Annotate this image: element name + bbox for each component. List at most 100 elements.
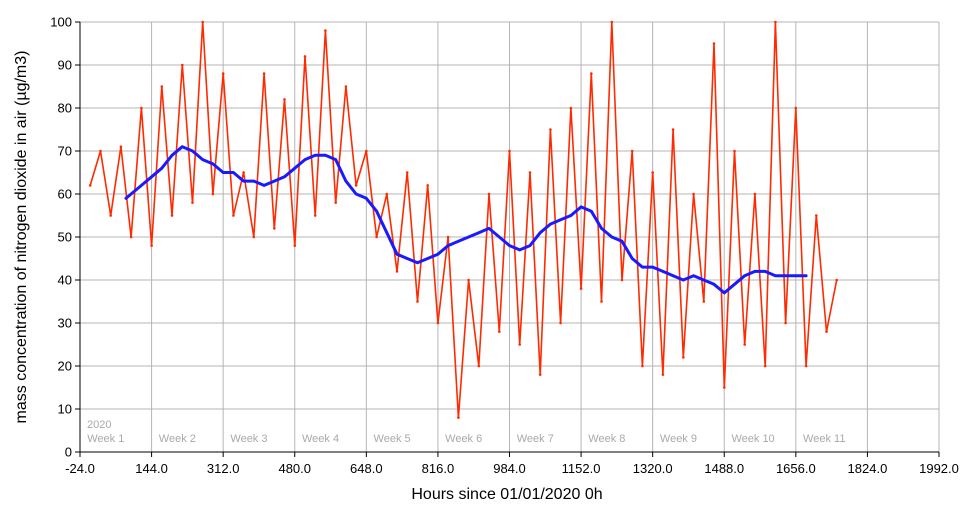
no2-hourly-point bbox=[569, 106, 573, 110]
no2-hourly-point bbox=[610, 20, 614, 24]
x-tick-label: 1992.0 bbox=[919, 461, 959, 476]
no2-hourly-point bbox=[590, 72, 593, 75]
no2-hourly-point bbox=[160, 85, 164, 88]
no2-moving-average-point bbox=[784, 274, 787, 278]
week-label: Week 4 bbox=[302, 433, 339, 445]
no2-hourly-point bbox=[457, 416, 460, 419]
no2-moving-average-point bbox=[528, 244, 532, 247]
week-labels: Week 1 Week 2 Week 3 Week 4 Week 5 Week 6 Week… bbox=[87, 433, 845, 445]
no2-hourly-point bbox=[242, 171, 245, 174]
no2-moving-average-point bbox=[763, 270, 767, 273]
no2-hourly-point bbox=[723, 386, 726, 389]
no2-hourly-point bbox=[682, 356, 685, 359]
x-tick-label: 816.0 bbox=[422, 461, 455, 476]
x-tick-label: 1488.0 bbox=[704, 461, 744, 476]
no2-hourly-point bbox=[620, 278, 624, 282]
no2-hourly-point bbox=[273, 227, 276, 230]
no2-moving-average-point bbox=[538, 231, 542, 234]
no2-moving-average-point bbox=[661, 270, 665, 273]
no2-hourly-point bbox=[140, 106, 143, 110]
no2-moving-average-point bbox=[324, 154, 327, 157]
x-tick-label: 648.0 bbox=[350, 461, 383, 476]
no2-moving-average-point bbox=[211, 162, 215, 166]
no2-moving-average-point bbox=[559, 218, 562, 222]
no2-hourly-point bbox=[528, 171, 532, 174]
year-label: 2020 bbox=[87, 419, 111, 431]
no2-hourly-point bbox=[784, 321, 787, 325]
y-tick-label: 80 bbox=[58, 101, 72, 116]
no2-hourly-point bbox=[835, 278, 838, 282]
no2-moving-average-point bbox=[283, 175, 286, 179]
no2-moving-average-point bbox=[221, 171, 225, 174]
x-tick-label: 1824.0 bbox=[848, 461, 888, 476]
no2-moving-average-point bbox=[313, 154, 317, 157]
no2-moving-average-point bbox=[630, 257, 634, 260]
no2-hourly-series-line bbox=[89, 21, 838, 419]
week-label: Week 6 bbox=[445, 433, 482, 445]
no2-moving-average-point bbox=[671, 274, 675, 278]
no2-hourly-point bbox=[692, 192, 695, 196]
week-label: Week 8 bbox=[588, 433, 625, 445]
y-tick-label: 90 bbox=[58, 58, 72, 73]
no2-hourly-point bbox=[559, 321, 562, 325]
no2-hourly-point bbox=[354, 184, 358, 187]
no2-moving-average-point bbox=[804, 274, 808, 278]
no2-hourly-point bbox=[641, 364, 644, 368]
no2-hourly-point bbox=[712, 42, 716, 45]
no2-moving-average-point bbox=[487, 227, 491, 230]
no2-hourly-point bbox=[508, 149, 511, 153]
y-tick-label: 20 bbox=[58, 359, 72, 374]
no2-moving-average-point bbox=[242, 179, 245, 183]
no2-hourly-point bbox=[661, 373, 665, 376]
no2-hourly-point bbox=[211, 192, 215, 196]
week-label: Week 1 bbox=[87, 433, 124, 445]
no2-hourly-point bbox=[487, 192, 491, 196]
no2-moving-average-point bbox=[426, 257, 430, 260]
no2-hourly-point bbox=[416, 300, 419, 303]
no2-hourly-point bbox=[129, 235, 133, 239]
no2-moving-average-point bbox=[334, 158, 338, 161]
no2-moving-average-point bbox=[702, 278, 706, 282]
no2-moving-average-point bbox=[232, 171, 235, 174]
no2-hourly-point bbox=[262, 72, 266, 75]
no2-hourly-point bbox=[671, 128, 675, 131]
no2-hourly-point bbox=[324, 29, 327, 32]
week-label: Week 11 bbox=[803, 433, 845, 445]
y-tick-label: 60 bbox=[58, 187, 72, 202]
no2-hourly-point bbox=[150, 244, 153, 247]
no2-hourly-point bbox=[825, 330, 828, 333]
y-tick-label: 0 bbox=[65, 445, 72, 460]
no2-moving-average-point bbox=[518, 248, 521, 252]
no2-hourly-point bbox=[385, 192, 389, 196]
no2-moving-average-point bbox=[354, 192, 358, 196]
no2-hourly-point bbox=[804, 364, 808, 368]
no2-moving-average-point bbox=[416, 261, 419, 265]
x-tick-label: 312.0 bbox=[207, 461, 240, 476]
no2-hourly-point bbox=[477, 364, 481, 368]
no2-moving-average-point bbox=[549, 222, 552, 226]
no2-hourly-point bbox=[498, 330, 501, 333]
no2-hourly-point bbox=[170, 214, 174, 217]
no2-moving-average-point bbox=[365, 197, 368, 200]
no2-moving-average-point bbox=[405, 257, 409, 260]
no2-hourly-point bbox=[303, 55, 307, 58]
no2-hourly-point bbox=[313, 214, 317, 217]
no2-moving-average-point bbox=[569, 214, 573, 217]
no2-moving-average-point bbox=[753, 270, 757, 273]
no2-moving-average-point bbox=[794, 274, 798, 278]
no2-moving-average-point bbox=[641, 265, 644, 269]
no2-hourly-point bbox=[794, 106, 798, 110]
no2-moving-average-point bbox=[733, 283, 736, 286]
y-tick-label: 10 bbox=[58, 402, 72, 417]
x-axis-ticks: -24.0 144.0 312.0 480.0 648.0 816.0 984.0 1152.… bbox=[65, 452, 959, 476]
no2-hourly-point bbox=[774, 20, 777, 24]
no2-moving-average-point bbox=[712, 283, 716, 286]
no2-moving-average-point bbox=[590, 209, 593, 213]
no2-moving-average-point bbox=[293, 166, 297, 170]
no2-hourly-point bbox=[334, 201, 338, 204]
no2-moving-average-point bbox=[498, 235, 501, 239]
no2-moving-average-point bbox=[743, 274, 746, 278]
x-tick-label: 1152.0 bbox=[562, 461, 601, 476]
week-label: Week 9 bbox=[660, 433, 697, 445]
